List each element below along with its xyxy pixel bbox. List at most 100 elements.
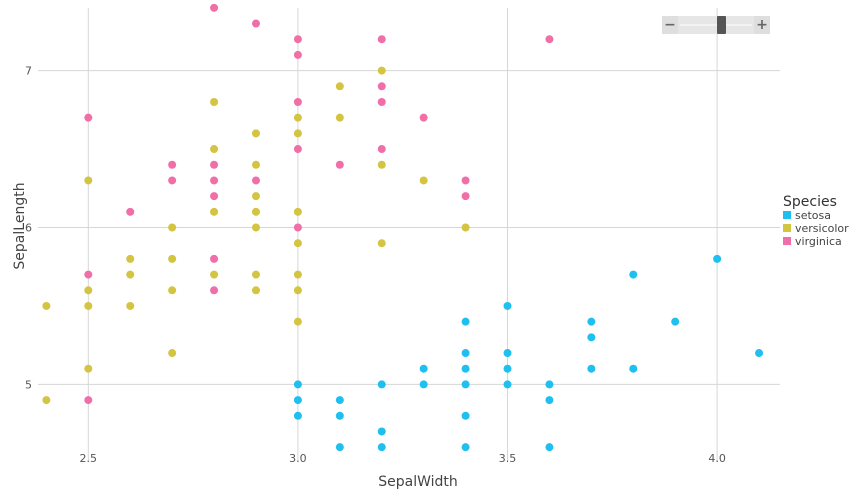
point-virginica[interactable] [210, 3, 219, 12]
zoom-handle[interactable] [717, 16, 726, 34]
point-versicolor[interactable] [251, 129, 260, 138]
point-setosa[interactable] [461, 443, 470, 452]
point-setosa[interactable] [629, 364, 638, 373]
point-virginica[interactable] [293, 50, 302, 59]
point-versicolor[interactable] [251, 160, 260, 169]
zoom-slider[interactable]: − + [662, 16, 770, 34]
point-versicolor[interactable] [377, 66, 386, 75]
point-versicolor[interactable] [461, 223, 470, 232]
point-virginica[interactable] [126, 207, 135, 216]
point-virginica[interactable] [461, 176, 470, 185]
point-setosa[interactable] [461, 380, 470, 389]
point-versicolor[interactable] [126, 270, 135, 279]
point-versicolor[interactable] [377, 160, 386, 169]
point-setosa[interactable] [293, 380, 302, 389]
point-setosa[interactable] [587, 364, 596, 373]
point-versicolor[interactable] [210, 145, 219, 154]
point-versicolor[interactable] [335, 82, 344, 91]
point-setosa[interactable] [335, 396, 344, 405]
point-setosa[interactable] [419, 364, 428, 373]
point-setosa[interactable] [335, 411, 344, 420]
point-versicolor[interactable] [42, 396, 51, 405]
point-setosa[interactable] [419, 380, 428, 389]
point-virginica[interactable] [377, 82, 386, 91]
point-versicolor[interactable] [210, 270, 219, 279]
point-versicolor[interactable] [210, 207, 219, 216]
point-versicolor[interactable] [168, 286, 177, 295]
point-versicolor[interactable] [293, 270, 302, 279]
point-versicolor[interactable] [377, 239, 386, 248]
point-setosa[interactable] [545, 443, 554, 452]
point-versicolor[interactable] [293, 129, 302, 138]
point-virginica[interactable] [210, 160, 219, 169]
point-virginica[interactable] [419, 113, 428, 122]
zoom-out-button[interactable] [662, 16, 678, 34]
point-virginica[interactable] [168, 176, 177, 185]
point-versicolor[interactable] [168, 349, 177, 358]
point-versicolor[interactable] [251, 192, 260, 201]
point-setosa[interactable] [587, 333, 596, 342]
point-setosa[interactable] [503, 380, 512, 389]
point-versicolor[interactable] [126, 301, 135, 310]
point-versicolor[interactable] [335, 113, 344, 122]
point-setosa[interactable] [461, 317, 470, 326]
point-setosa[interactable] [377, 380, 386, 389]
point-virginica[interactable] [210, 192, 219, 201]
point-setosa[interactable] [545, 396, 554, 405]
point-virginica[interactable] [377, 35, 386, 44]
point-setosa[interactable] [503, 364, 512, 373]
point-virginica[interactable] [335, 160, 344, 169]
point-virginica[interactable] [377, 145, 386, 154]
point-virginica[interactable] [168, 160, 177, 169]
point-versicolor[interactable] [84, 286, 93, 295]
point-setosa[interactable] [335, 443, 344, 452]
point-setosa[interactable] [461, 349, 470, 358]
point-setosa[interactable] [503, 349, 512, 358]
point-virginica[interactable] [84, 113, 93, 122]
point-setosa[interactable] [545, 380, 554, 389]
point-versicolor[interactable] [251, 286, 260, 295]
point-virginica[interactable] [84, 270, 93, 279]
point-virginica[interactable] [210, 254, 219, 263]
point-virginica[interactable] [293, 35, 302, 44]
point-virginica[interactable] [545, 35, 554, 44]
point-versicolor[interactable] [293, 317, 302, 326]
point-virginica[interactable] [461, 192, 470, 201]
data-points[interactable] [42, 3, 764, 452]
point-virginica[interactable] [293, 145, 302, 154]
point-virginica[interactable] [377, 97, 386, 106]
point-setosa[interactable] [503, 301, 512, 310]
point-versicolor[interactable] [293, 207, 302, 216]
point-setosa[interactable] [377, 427, 386, 436]
zoom-in-button[interactable] [754, 16, 770, 34]
point-virginica[interactable] [293, 223, 302, 232]
point-versicolor[interactable] [210, 97, 219, 106]
point-setosa[interactable] [587, 317, 596, 326]
point-setosa[interactable] [671, 317, 680, 326]
point-setosa[interactable] [293, 411, 302, 420]
point-versicolor[interactable] [251, 207, 260, 216]
point-setosa[interactable] [293, 396, 302, 405]
point-versicolor[interactable] [419, 176, 428, 185]
point-versicolor[interactable] [84, 364, 93, 373]
point-versicolor[interactable] [293, 113, 302, 122]
point-virginica[interactable] [84, 396, 93, 405]
point-versicolor[interactable] [251, 270, 260, 279]
point-virginica[interactable] [210, 176, 219, 185]
point-versicolor[interactable] [251, 223, 260, 232]
point-virginica[interactable] [251, 19, 260, 28]
point-versicolor[interactable] [84, 176, 93, 185]
point-virginica[interactable] [210, 286, 219, 295]
point-setosa[interactable] [629, 270, 638, 279]
point-versicolor[interactable] [293, 286, 302, 295]
point-versicolor[interactable] [126, 254, 135, 263]
point-setosa[interactable] [377, 443, 386, 452]
point-versicolor[interactable] [293, 239, 302, 248]
point-setosa[interactable] [461, 364, 470, 373]
point-setosa[interactable] [755, 349, 764, 358]
point-versicolor[interactable] [168, 223, 177, 232]
point-virginica[interactable] [251, 176, 260, 185]
point-virginica[interactable] [293, 97, 302, 106]
point-versicolor[interactable] [168, 254, 177, 263]
point-versicolor[interactable] [84, 301, 93, 310]
